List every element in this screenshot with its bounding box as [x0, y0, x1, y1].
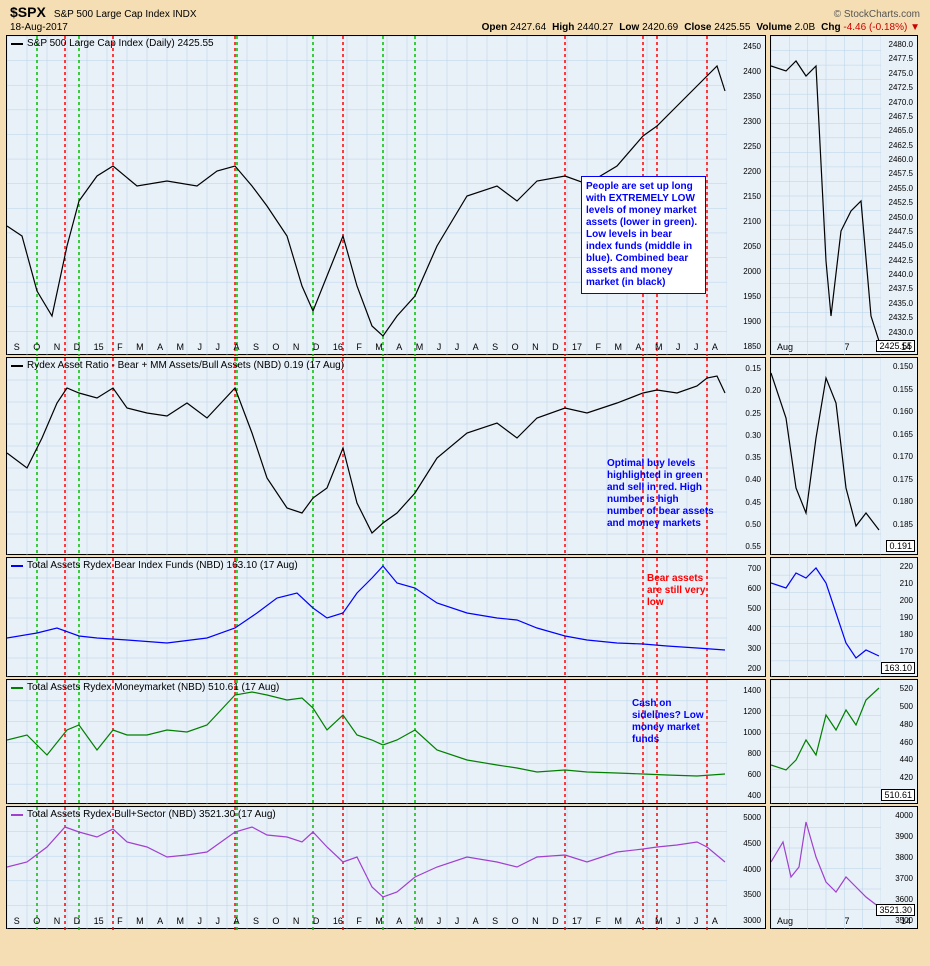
ticker-symbol: $SPX: [10, 4, 46, 20]
current-value-box: 0.191: [886, 540, 915, 552]
x-axis: SOND15FMAMJJASOND16FMAMJJASOND17FMAMJJA: [7, 916, 725, 926]
main-chart-column: S&P 500 Large Cap Index (Daily) 2425.55 …: [6, 35, 766, 929]
ohcl-row: 18-Aug-2017 Open 2427.64 High 2440.27 Lo…: [2, 22, 928, 35]
panel-title: S&P 500 Large Cap Index (Daily) 2425.55: [11, 38, 214, 49]
chart-panel-p1: S&P 500 Large Cap Index (Daily) 2425.55 …: [6, 35, 766, 355]
zoom-svg: [771, 358, 881, 556]
open-label: Open: [482, 22, 508, 33]
zoom-svg: [771, 807, 881, 930]
date: 18-Aug-2017: [10, 22, 68, 33]
chart-panel-p5: Total Assets Rydex Bull+Sector (NBD) 352…: [6, 806, 766, 929]
zoom-panel-p4: 520500480460440420400 510.61: [770, 679, 918, 804]
chart-svg: [7, 558, 727, 678]
brand-label: © StockCharts.com: [834, 9, 920, 20]
chart-svg: [7, 680, 727, 805]
panel-title: Total Assets Rydex Bear Index Funds (NBD…: [11, 560, 298, 571]
close-label: Close: [684, 22, 711, 33]
zoom-svg: [771, 558, 881, 678]
close-val: 2425.55: [714, 22, 750, 33]
chart-panel-p2: Rydex Asset Ratio - Bear + MM Assets/Bul…: [6, 357, 766, 555]
zoom-x-axis: Aug714: [771, 342, 917, 352]
low-label: Low: [619, 22, 639, 33]
chart-panel-p3: Total Assets Rydex Bear Index Funds (NBD…: [6, 557, 766, 677]
annotation: Cash on sidelines? Low money market fund…: [632, 698, 717, 746]
high-label: High: [552, 22, 574, 33]
ticker-desc: S&P 500 Large Cap Index INDX: [54, 9, 197, 20]
volume-val: 2.0B: [795, 22, 816, 33]
zoom-svg: [771, 36, 881, 356]
low-val: 2420.69: [642, 22, 678, 33]
zoom-svg: [771, 680, 881, 805]
zoom-chart-column: 2480.02477.52475.02472.52470.02467.52465…: [770, 35, 918, 929]
chg-val: -4.46 (-0.18%): [843, 22, 907, 33]
annotation: Optimal buy levels highlighted in green …: [607, 458, 717, 530]
panel-title: Rydex Asset Ratio - Bear + MM Assets/Bul…: [11, 360, 344, 371]
zoom-x-axis: Aug714: [771, 916, 917, 926]
zoom-panel-p2: 0.1500.1550.1600.1650.1700.1750.1800.185…: [770, 357, 918, 555]
open-val: 2427.64: [510, 22, 546, 33]
zoom-panel-p3: 220210200190180170160 163.10: [770, 557, 918, 677]
current-value-box: 3521.30: [876, 904, 915, 916]
current-value-box: 163.10: [881, 662, 915, 674]
volume-label: Volume: [756, 22, 791, 33]
annotation: People are set up long with EXTREMELY LO…: [581, 176, 706, 294]
header: $SPX S&P 500 Large Cap Index INDX © Stoc…: [2, 2, 928, 22]
chg-label: Chg: [821, 22, 840, 33]
chart-svg: [7, 807, 727, 930]
zoom-panel-p1: 2480.02477.52475.02472.52470.02467.52465…: [770, 35, 918, 355]
high-val: 2440.27: [577, 22, 613, 33]
panel-title: Total Assets Rydex Bull+Sector (NBD) 352…: [11, 809, 276, 820]
panel-title: Total Assets Rydex Moneymarket (NBD) 510…: [11, 682, 279, 693]
x-axis: SOND15FMAMJJASOND16FMAMJJASOND17FMAMJJA: [7, 342, 725, 352]
zoom-panel-p5: 400039003800370036003500 3521.30 Aug714: [770, 806, 918, 929]
current-value-box: 510.61: [881, 789, 915, 801]
chg-arrow-icon: ▼: [910, 22, 920, 33]
chart-container: $SPX S&P 500 Large Cap Index INDX © Stoc…: [0, 0, 930, 966]
annotation: Bear assets are still very low: [647, 573, 717, 609]
chart-panel-p4: Total Assets Rydex Moneymarket (NBD) 510…: [6, 679, 766, 804]
main-layout: S&P 500 Large Cap Index (Daily) 2425.55 …: [2, 35, 928, 929]
